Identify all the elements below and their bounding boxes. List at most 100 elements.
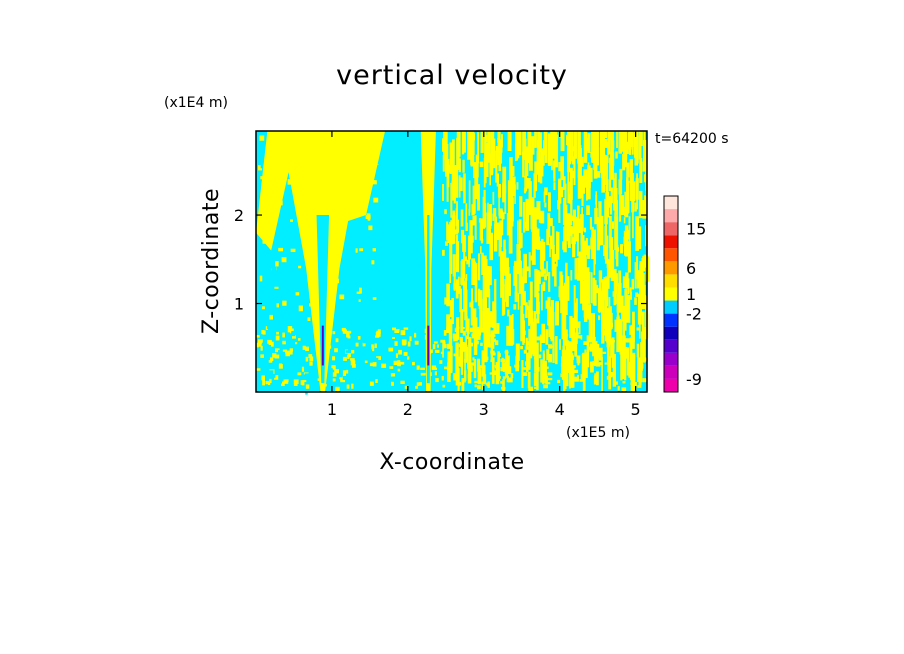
surface-cell [538, 354, 542, 359]
surface-cell [486, 383, 490, 387]
surface-cell [503, 387, 506, 391]
surface-cell [332, 356, 336, 361]
updraft-streak [500, 265, 504, 298]
surface-cell [489, 372, 493, 375]
updraft-streak [542, 350, 545, 370]
updraft-streak [478, 218, 482, 223]
surface-cell [569, 353, 574, 357]
surface-cell [434, 371, 437, 376]
updraft-streak [539, 240, 542, 270]
speckle-cell [295, 230, 299, 234]
updraft-streak [642, 161, 647, 172]
updraft-streak [638, 190, 643, 219]
updraft-streak [511, 176, 516, 196]
updraft-streak [484, 131, 487, 156]
speckle-cell [272, 335, 277, 340]
surface-cell [400, 330, 406, 336]
updraft-streak [598, 347, 603, 361]
surface-cell [598, 362, 603, 365]
updraft-streak [604, 138, 608, 148]
updraft-streak [503, 239, 506, 273]
updraft-streak [626, 347, 630, 376]
updraft-streak [586, 205, 590, 216]
surface-cell [346, 330, 352, 334]
updraft-streak [505, 267, 510, 295]
updraft-streak [596, 224, 600, 251]
surface-cell [623, 338, 628, 343]
updraft-streak [495, 145, 499, 160]
updraft-streak [608, 157, 612, 192]
updraft-streak [598, 271, 602, 297]
x-tick-label: 2 [403, 400, 413, 419]
surface-cell [582, 352, 586, 356]
updraft-streak [531, 321, 535, 339]
updraft-streak [621, 295, 624, 322]
surface-cell [287, 329, 291, 333]
updraft-streak [525, 302, 528, 318]
updraft-streak [587, 162, 590, 181]
updraft-streak [492, 301, 496, 328]
updraft-streak [451, 297, 454, 325]
updraft-streak [536, 200, 541, 220]
updraft-streak [540, 148, 544, 177]
updraft-streak [501, 284, 505, 316]
updraft-streak [592, 150, 595, 158]
updraft-streak [449, 142, 453, 174]
surface-cell [413, 332, 417, 338]
updraft-streak [598, 201, 602, 233]
updraft-streak [629, 287, 632, 293]
updraft-streak [567, 276, 570, 301]
updraft-streak [611, 221, 614, 229]
updraft-streak [587, 181, 591, 188]
speckle-cell [286, 339, 290, 344]
updraft-streak [451, 139, 455, 166]
surface-cell [453, 353, 457, 357]
speckle-cell [361, 278, 365, 283]
updraft-streak [452, 254, 456, 277]
surface-cell [454, 328, 459, 332]
surface-cell [389, 366, 394, 369]
updraft-streak [595, 284, 599, 294]
surface-cell [602, 351, 607, 354]
surface-cell [490, 359, 494, 363]
surface-cell [642, 378, 647, 383]
surface-cell [565, 350, 568, 354]
surface-cell [500, 358, 506, 363]
surface-cell [350, 358, 355, 361]
updraft-streak [448, 319, 453, 347]
updraft-streak [511, 329, 515, 345]
updraft-streak [630, 176, 634, 201]
updraft-streak [625, 177, 629, 212]
updraft-streak [635, 178, 639, 200]
surface-cell [533, 357, 538, 360]
surface-cell [490, 350, 495, 354]
surface-cell [630, 382, 635, 385]
updraft-streak [462, 159, 465, 173]
updraft-streak [527, 371, 531, 389]
surface-cell [401, 339, 407, 345]
updraft-streak [635, 216, 640, 251]
updraft-streak [450, 182, 453, 218]
speckle-cell [373, 197, 379, 203]
surface-cell [429, 349, 433, 353]
updraft-streak [605, 159, 609, 186]
speckle-cell [301, 356, 304, 362]
updraft-streak [642, 200, 646, 219]
updraft-streak [567, 131, 572, 165]
surface-cell [616, 345, 621, 349]
y-tick-label: 2 [234, 206, 244, 225]
surface-cell [461, 326, 465, 330]
surface-cell [470, 362, 476, 366]
updraft-streak [553, 166, 556, 182]
speckle-cell [290, 350, 293, 355]
updraft-streak [635, 292, 639, 297]
surface-cell [490, 352, 496, 356]
updraft-streak [639, 261, 643, 269]
surface-cell [261, 375, 265, 381]
updraft-streak [515, 131, 519, 161]
surface-cell [414, 340, 419, 345]
surface-cell [632, 382, 637, 387]
updraft-streak [637, 373, 641, 382]
updraft-streak [522, 131, 526, 160]
speckle-cell [362, 322, 368, 326]
